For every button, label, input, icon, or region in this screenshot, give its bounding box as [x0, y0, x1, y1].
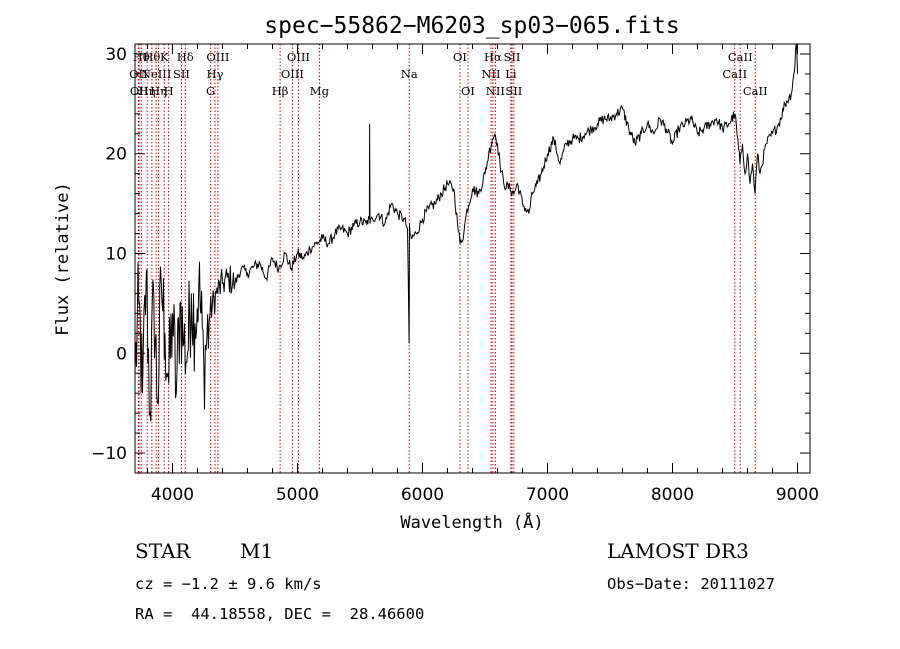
line-label-25: SII	[504, 50, 521, 64]
line-label-27: CaII	[722, 67, 747, 81]
line-label-11: G	[206, 84, 215, 98]
line-label-1: OII	[130, 84, 149, 98]
spectrum-series-line	[134, 43, 798, 422]
object-subclass: M1	[240, 539, 273, 563]
line-label-4: Hθ	[143, 50, 160, 64]
line-label-9: SII	[173, 67, 190, 81]
emission-line-markers: OIIOIIHθHηHθNeIIIHηKHSIIHδGHγOIIIHβOIIIO…	[129, 44, 768, 473]
x-tick-label: 6000	[401, 485, 444, 505]
line-label-8: H	[164, 84, 174, 98]
line-label-12: Hγ	[207, 67, 224, 81]
line-label-13: OIII	[206, 50, 229, 64]
y-tick-label: 10	[105, 245, 127, 265]
y-tick-label: 20	[105, 145, 127, 165]
chart-title: spec−55862−M6203_sp03−065.fits	[264, 13, 679, 39]
y-tick-label: 30	[105, 45, 127, 65]
line-label-21: NII	[481, 67, 500, 81]
line-label-22: Hα	[484, 50, 502, 64]
plot-frame	[134, 43, 811, 474]
x-tick-label: 8000	[651, 485, 694, 505]
line-label-29: CaII	[743, 84, 768, 98]
x-axis-label: Wavelength (Å)	[400, 511, 543, 533]
line-label-28: CaII	[728, 50, 753, 64]
line-label-23: NII	[486, 84, 505, 98]
object-class: STAR	[135, 539, 191, 563]
line-label-14: Hβ	[272, 84, 289, 98]
line-label-19: OI	[453, 50, 467, 64]
x-tick-label: 4000	[151, 485, 194, 505]
x-tick-label: 9000	[776, 485, 819, 505]
observation-date: Obs−Date: 20111027	[607, 575, 775, 593]
line-label-17: Mg	[310, 84, 330, 98]
line-label-16: OIII	[287, 50, 310, 64]
survey-name: LAMOST DR3	[607, 539, 749, 563]
line-label-6: Hη	[150, 84, 167, 98]
line-label-10: Hδ	[177, 50, 194, 64]
line-label-20: OI	[461, 84, 475, 98]
y-tick-label: 0	[116, 344, 127, 364]
x-tick-label: 7000	[526, 485, 569, 505]
redshift-cz: cz = −1.2 ± 9.6 km/s	[135, 575, 322, 593]
line-label-5: NeIII	[141, 67, 172, 81]
line-label-18: Na	[401, 67, 418, 81]
y-tick-label: −10	[91, 444, 127, 464]
y-axis-label: Flux (relative)	[53, 182, 73, 336]
ra-dec-coordinates: RA = 44.18558, DEC = 28.46600	[135, 605, 424, 623]
x-tick-label: 5000	[276, 485, 319, 505]
line-label-26: SII	[505, 84, 522, 98]
axis-ticks: 4000 5000 6000 7000 8000 9000 −10 0 10 20 30	[91, 44, 819, 505]
line-label-7: K	[160, 50, 169, 64]
spectrum-plot-area	[134, 43, 798, 422]
line-label-24: Li	[505, 67, 517, 81]
line-label-15: OIII	[281, 67, 304, 81]
